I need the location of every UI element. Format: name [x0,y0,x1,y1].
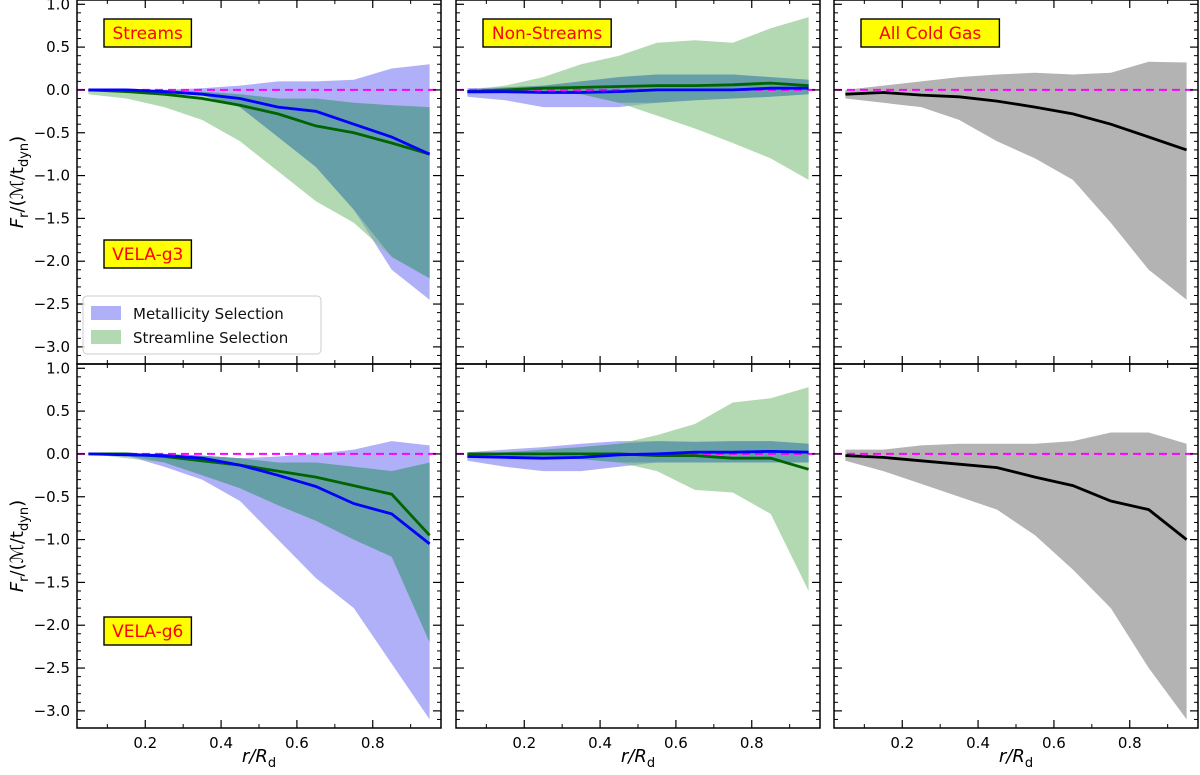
panel-0-2: All Cold Gas [833,0,1199,365]
x-tick-label: 0.4 [588,734,612,752]
x-tick-label: 0.6 [664,734,688,752]
y-tick-label: −1.0 [34,531,70,549]
metallicity-median-line [467,449,809,460]
x-tick-label: 0.2 [890,734,914,752]
y-tick-label: −3.0 [34,338,70,356]
legend-entry: Streamline Selection [133,329,288,347]
y-axis-label: Fr/(ℳ/tdyn) [7,136,32,228]
streamline-band [467,387,809,591]
all-cold-gas-median-line [845,454,1188,541]
y-tick-label: −2.0 [34,616,70,634]
y-tick-label: 0.0 [46,445,70,463]
streamline-median-line [88,88,430,156]
panel-plot-area [77,64,441,300]
overlap-band [88,453,430,643]
y-tick-label: −0.5 [34,488,70,506]
x-tick-label: 0.4 [209,734,233,752]
panel-tag-label: Non-Streams [482,18,612,48]
panel-tag-label: All Cold Gas [860,18,1001,48]
overlap-band [88,89,430,279]
y-tick-label: 0.0 [46,81,70,99]
x-axis-label: r/Rd [242,746,276,771]
y-tick-label: −1.5 [34,209,70,227]
svg-text:All Cold Gas: All Cold Gas [879,24,981,44]
all-cold-gas-band [845,432,1187,720]
x-tick-label: 0.2 [512,734,536,752]
panel-plot-area [456,17,820,180]
metallicity-median-line [88,88,431,156]
x-tick-label: 0.8 [361,734,385,752]
panel-0-1: Non-Streams [455,0,821,365]
y-tick-label: −2.5 [34,659,70,677]
metallicity-median-line [88,452,431,545]
streamline-median-line [467,81,809,93]
panel-1-1: 0.2 0.4 0.6 0.8 [455,363,821,752]
panel-0-0: 1.0 0.5 0.0 −0.5 −1.0 −1.5 −2.0 −2.5 −3.0 Streams… [34,0,442,365]
y-tick-label: 1.0 [46,359,70,377]
panel-plot-area [456,387,820,591]
x-tick-label: 0.6 [1042,734,1066,752]
panel-plot-area [77,441,441,720]
galaxy-label: VELA-g6 [103,616,193,646]
legend-metallicity-swatch [91,306,121,320]
all-cold-gas-band [845,61,1187,300]
overlap-band [467,74,809,103]
panel-1-2: 0.2 0.4 0.6 0.8 [833,363,1199,752]
all-cold-gas-median-line [845,91,1188,152]
y-axis-label: Fr/(ℳ/tdyn) [7,500,32,592]
x-tick-label: 0.2 [133,734,157,752]
y-tick-label: −2.0 [34,252,70,270]
svg-text:VELA-g3: VELA-g3 [112,245,183,265]
x-tick-label: 0.8 [1118,734,1142,752]
y-tick-label: −3.0 [34,702,70,720]
y-tick-label: 0.5 [46,402,70,420]
panel-plot-area [834,61,1198,300]
legend-streamline-swatch [91,330,121,344]
metallicity-median-line [467,86,809,94]
y-tick-label: −1.0 [34,167,70,185]
x-axis-label: r/Rd [999,746,1033,771]
svg-text:VELA-g6: VELA-g6 [112,622,183,642]
y-tick-label: 0.5 [46,38,70,56]
svg-text:Non-Streams: Non-Streams [492,24,603,44]
panel-tag-label: Streams [103,18,193,48]
svg-text:Streams: Streams [113,24,184,44]
x-axis-label: r/Rd [621,746,655,771]
y-tick-label: −0.5 [34,124,70,142]
legend: Metallicity Selection Streamline Selectio… [82,295,322,355]
y-tick-label: 1.0 [46,0,70,13]
y-tick-label: −1.5 [34,573,70,591]
legend-entry: Metallicity Selection [133,305,284,323]
x-tick-label: 0.4 [966,734,990,752]
y-tick-label: −2.5 [34,295,70,313]
panel-1-0: 1.0 0.5 0.0 −0.5 −1.0 −1.5 −2.0 −2.5 −3.0 0.2 0.4 0… [34,359,442,752]
panel-plot-area [834,432,1198,720]
x-tick-label: 0.6 [285,734,309,752]
x-tick-label: 0.8 [740,734,764,752]
galaxy-label: VELA-g3 [103,239,193,269]
